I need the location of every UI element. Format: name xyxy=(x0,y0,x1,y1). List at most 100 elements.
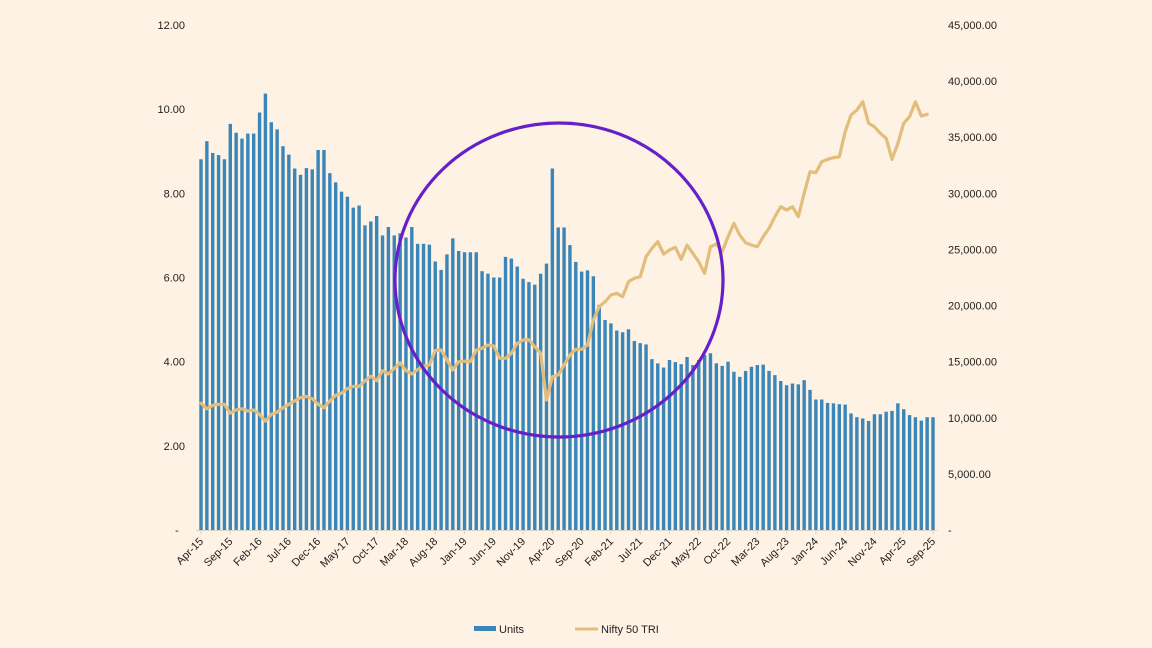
units-bar xyxy=(480,271,484,530)
units-bars xyxy=(199,93,935,531)
units-bar xyxy=(597,304,601,530)
units-bar xyxy=(855,417,859,530)
x-tick-label: Mar-18 xyxy=(378,536,411,569)
units-bar xyxy=(738,376,742,530)
units-bar xyxy=(474,252,478,530)
legend-units-swatch xyxy=(474,626,496,631)
units-bar xyxy=(902,409,906,530)
legend-units-label: Units xyxy=(499,624,525,636)
x-tick-label: Apr-20 xyxy=(526,536,558,568)
x-tick-label: May-17 xyxy=(318,536,352,570)
units-bar xyxy=(410,227,414,530)
units-bar xyxy=(357,205,361,531)
units-bar xyxy=(322,149,326,531)
x-tick-label: May-22 xyxy=(669,536,703,570)
units-bar xyxy=(240,138,244,531)
units-bar xyxy=(345,196,350,530)
units-bar xyxy=(281,146,285,530)
right-y-tick-label: 30,000.00 xyxy=(948,188,997,200)
left-y-tick-label: 4.00 xyxy=(164,357,185,369)
units-bar xyxy=(556,227,560,531)
x-tick-label: Jun-19 xyxy=(467,536,499,568)
highlight-circle xyxy=(393,121,725,439)
left-y-tick-label: - xyxy=(175,525,179,537)
units-bar xyxy=(293,168,297,530)
units-bar xyxy=(579,271,584,530)
left-y-tick-label: 6.00 xyxy=(164,273,185,285)
units-bar xyxy=(743,370,748,530)
units-bar xyxy=(427,244,432,531)
units-bar xyxy=(363,225,367,530)
left-y-axis: - 2.00 4.00 6.00 8.00 10.00 12.00 xyxy=(157,20,185,537)
right-y-tick-label: 5,000.00 xyxy=(948,469,991,481)
units-bar xyxy=(755,365,760,530)
units-bar xyxy=(609,323,613,530)
units-bar xyxy=(451,238,455,531)
units-bar xyxy=(445,254,449,530)
units-bar xyxy=(433,261,437,530)
units-bar xyxy=(919,420,923,530)
units-bar xyxy=(656,363,660,530)
right-y-tick-label: 25,000.00 xyxy=(948,244,997,256)
units-bar xyxy=(275,129,279,530)
units-bar xyxy=(263,93,268,530)
units-bar xyxy=(644,344,648,530)
x-tick-label: Feb-16 xyxy=(232,536,265,569)
units-bar xyxy=(515,266,519,530)
legend-nifty-label: Nifty 50 TRI xyxy=(601,624,659,636)
units-bar xyxy=(333,182,338,530)
units-bar xyxy=(913,417,918,530)
units-bar xyxy=(796,384,801,530)
units-bar xyxy=(638,343,642,530)
units-bar xyxy=(849,413,853,530)
x-tick-label: Aug-18 xyxy=(407,536,441,570)
units-bar xyxy=(252,133,256,530)
units-bar xyxy=(825,402,830,530)
units-bar xyxy=(620,332,625,530)
units-bar xyxy=(615,330,619,530)
units-bar xyxy=(626,329,631,530)
right-y-tick-label: - xyxy=(948,525,952,537)
units-bar xyxy=(562,227,566,531)
units-bar xyxy=(603,320,607,530)
right-y-tick-label: 40,000.00 xyxy=(948,76,997,88)
units-bar xyxy=(685,357,689,530)
legend: Units Nifty 50 TRI xyxy=(474,624,659,636)
units-bar xyxy=(298,174,303,530)
units-bar xyxy=(304,168,309,530)
units-bar xyxy=(287,154,291,530)
units-bar xyxy=(205,141,209,530)
x-tick-label: Oct-22 xyxy=(701,536,733,568)
right-y-tick-label: 15,000.00 xyxy=(948,357,997,369)
units-bar xyxy=(246,133,250,530)
units-bar xyxy=(925,417,929,530)
units-bar xyxy=(310,169,314,530)
units-bar xyxy=(872,414,877,530)
units-bar xyxy=(931,417,935,530)
units-bar xyxy=(316,149,320,531)
units-bar xyxy=(421,243,426,530)
left-y-tick-label: 10.00 xyxy=(157,104,185,116)
units-bar xyxy=(820,399,824,530)
units-bar xyxy=(708,353,713,530)
units-bar xyxy=(714,363,719,530)
units-bar xyxy=(228,123,232,531)
units-bar xyxy=(257,112,262,530)
units-bar xyxy=(650,359,654,530)
units-bar xyxy=(568,245,572,530)
units-bar xyxy=(527,282,531,530)
units-bar xyxy=(339,191,344,530)
units-bar xyxy=(673,362,678,530)
units-bar xyxy=(679,364,683,530)
units-bar xyxy=(591,276,596,530)
x-tick-label: Dec-16 xyxy=(290,536,324,570)
x-tick-label: Apr-15 xyxy=(174,536,206,568)
units-bar xyxy=(497,277,502,530)
x-tick-label: Nov-19 xyxy=(495,536,529,570)
units-bar xyxy=(890,410,894,530)
units-bar xyxy=(784,385,789,530)
x-tick-label: Aug-23 xyxy=(758,536,792,570)
x-tick-label: Nov-24 xyxy=(846,536,880,570)
units-bar xyxy=(720,365,724,531)
